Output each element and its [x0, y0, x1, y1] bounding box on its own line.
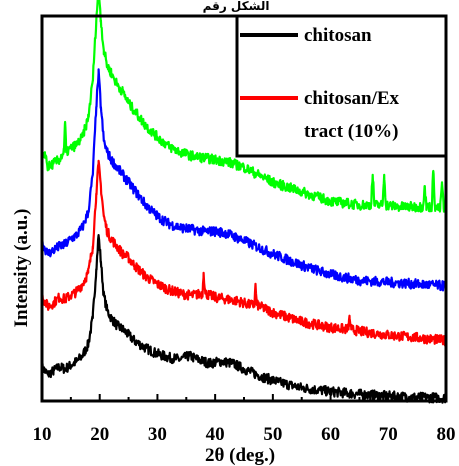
- x-tick-label: 50: [263, 424, 282, 445]
- legend: chitosan chitosan/Ex tract (10%): [235, 14, 448, 158]
- legend-label-2: chitosan/Ex: [304, 88, 400, 109]
- legend-label-1: chitosan: [304, 25, 372, 46]
- y-axis-title: Intensity (a.u.): [11, 209, 32, 328]
- x-tick-label: 60: [321, 424, 340, 445]
- x-axis-ticks: 10 20 30 40 50 60 70 80: [33, 394, 456, 445]
- x-tick-label: 10: [33, 424, 52, 445]
- series-line-1: [40, 234, 447, 404]
- series-layer: [40, 0, 448, 404]
- cropped-header-text: ﺍﻟﺸﻜﻞ ﺭﻗﻢ: [203, 0, 270, 13]
- x-axis-title: 2θ (deg.): [205, 445, 275, 466]
- legend-label-2: tract (10%): [304, 121, 398, 142]
- series-line-2: [40, 159, 447, 347]
- x-tick-label: 30: [148, 424, 167, 445]
- series-line-4: [40, 0, 448, 213]
- x-tick-label: 80: [437, 424, 456, 445]
- series-line-3: [40, 68, 448, 292]
- x-tick-label: 40: [206, 424, 225, 445]
- x-tick-label: 20: [90, 424, 109, 445]
- x-tick-label: 70: [379, 424, 398, 445]
- legend-box: [235, 14, 448, 158]
